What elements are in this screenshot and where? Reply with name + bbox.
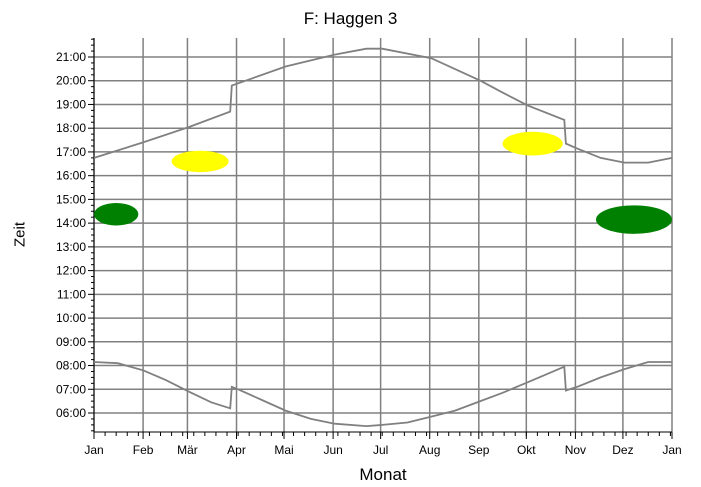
x-tick-label: Apr	[227, 443, 246, 457]
y-tick-label: 14:00	[56, 216, 86, 230]
x-tick-label: Dez	[612, 443, 633, 457]
y-tick-label: 06:00	[56, 406, 86, 420]
x-tick-label: Mai	[274, 443, 293, 457]
x-tick-label: Okt	[517, 443, 536, 457]
green-marker	[94, 202, 139, 226]
y-axis-label: Zeit	[11, 222, 29, 248]
y-tick-label: 09:00	[56, 335, 86, 349]
y-tick-label: 12:00	[56, 264, 86, 278]
x-tick-label: Sep	[468, 443, 490, 457]
sunrise-line	[93, 361, 672, 428]
x-axis-label: Monat	[359, 465, 407, 484]
y-tick-label: 11:00	[57, 287, 86, 301]
green-marker	[595, 205, 672, 234]
x-tick-label: Jan	[84, 443, 103, 457]
yellow-marker	[502, 131, 563, 156]
y-tick-label: 19:00	[56, 97, 86, 111]
x-tick-label: Jan	[662, 443, 681, 457]
y-tick-label: 13:00	[56, 240, 86, 254]
y-tick-label: 07:00	[56, 382, 86, 396]
y-tick-label: 15:00	[56, 192, 86, 206]
y-tick-label: 08:00	[56, 359, 86, 373]
x-tick-label: Jun	[323, 443, 342, 457]
y-tick-label: 21:00	[56, 50, 86, 64]
x-tick-label: Feb	[133, 443, 154, 457]
y-tick-label: 17:00	[56, 145, 86, 159]
yellow-marker	[171, 150, 229, 173]
sunset-line	[93, 47, 673, 164]
y-tick-label: 20:00	[56, 74, 86, 88]
y-tick-label: 10:00	[56, 311, 86, 325]
x-tick-label: Nov	[565, 443, 586, 457]
x-tick-label: Jul	[373, 443, 388, 457]
y-tick-label: 18:00	[56, 121, 86, 135]
x-tick-label: Mär	[177, 443, 198, 457]
x-tick-label: Aug	[419, 443, 440, 457]
y-tick-label: 16:00	[56, 169, 86, 183]
chart-title: F: Haggen 3	[303, 9, 398, 28]
